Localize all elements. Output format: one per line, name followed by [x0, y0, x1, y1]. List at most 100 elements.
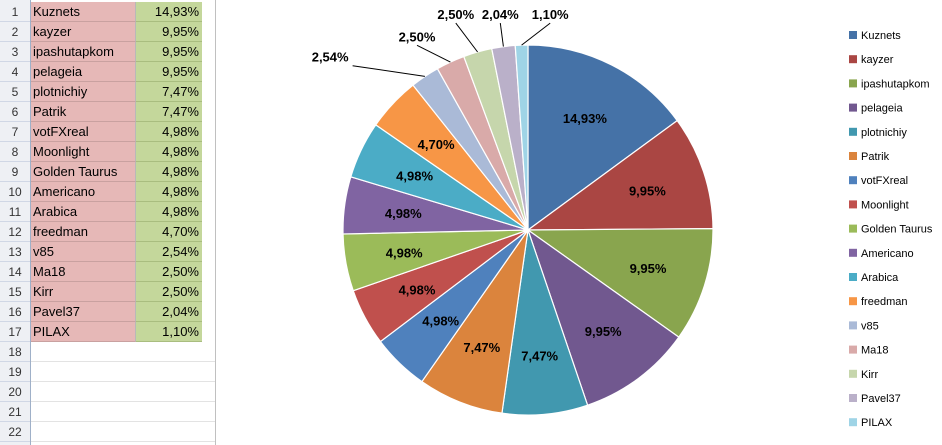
name-cell[interactable]: Ma18: [31, 262, 136, 282]
leader-line: [499, 23, 504, 47]
name-cell[interactable]: Kuznets: [31, 2, 136, 22]
row-number[interactable]: 6: [0, 102, 30, 122]
row-number[interactable]: 4: [0, 62, 30, 82]
pie-chart: 14,93% 9,95% 9,95% 9,95% 7,47% 7,47% 4,98% 4,98…: [312, 7, 933, 429]
percent-cell[interactable]: 7,47%: [136, 82, 202, 102]
percent-cell[interactable]: 4,98%: [136, 182, 202, 202]
legend-swatch: [849, 273, 857, 281]
legend-label: Arabica: [861, 272, 899, 284]
row-number[interactable]: 3: [0, 42, 30, 62]
name-cell[interactable]: plotnichiy: [31, 82, 136, 102]
name-cell[interactable]: Moonlight: [31, 142, 136, 162]
legend-label: pelageia: [861, 103, 903, 115]
percent-cell[interactable]: 4,98%: [136, 142, 202, 162]
pie-slice[interactable]: [526, 228, 680, 406]
pie-slice[interactable]: [527, 44, 679, 232]
name-cell[interactable]: votFXreal: [31, 122, 136, 142]
name-cell[interactable]: ipashutapkom: [31, 42, 136, 62]
name-cell[interactable]: Kirr: [31, 282, 136, 302]
name-cell[interactable]: freedman: [31, 222, 136, 242]
percent-cell[interactable]: 2,04%: [136, 302, 202, 322]
row-number[interactable]: 17: [0, 322, 30, 342]
name-cell[interactable]: Arabica: [31, 202, 136, 222]
leader-line: [455, 22, 478, 53]
percent-cell[interactable]: 14,93%: [136, 2, 202, 22]
legend-swatch: [849, 127, 857, 136]
legend-label: Ma18: [861, 345, 889, 357]
slice-label: 2,50%: [437, 7, 474, 22]
legend-swatch: [849, 224, 857, 233]
percent-cell[interactable]: 2,50%: [136, 262, 202, 282]
legend-label: Americano: [861, 248, 914, 260]
row-number[interactable]: 8: [0, 142, 30, 162]
empty-row[interactable]: [31, 342, 216, 362]
empty-row[interactable]: [31, 422, 216, 442]
name-cell[interactable]: pelageia: [31, 62, 136, 82]
percent-cell[interactable]: 4,98%: [136, 202, 202, 222]
percent-cell[interactable]: 9,95%: [136, 42, 202, 62]
percent-cell[interactable]: 9,95%: [136, 22, 202, 42]
row-header: 1 2 3 4 5 6 7 8 9 10 11 12 13 14 15 16 17 18 19 20 21 22: [0, 0, 31, 445]
legend-swatch: [849, 200, 857, 209]
slice-label: 4,98%: [386, 245, 423, 260]
pie-slice[interactable]: [526, 228, 714, 338]
row-number[interactable]: 13: [0, 242, 30, 262]
leader-line: [416, 44, 451, 63]
percent-cell[interactable]: 9,95%: [136, 62, 202, 82]
pie-slice[interactable]: [526, 119, 714, 231]
empty-row[interactable]: [31, 402, 216, 422]
row-number[interactable]: 10: [0, 182, 30, 202]
percent-cell[interactable]: 4,98%: [136, 162, 202, 182]
slice-label: 2,04%: [482, 7, 519, 22]
empty-row[interactable]: [31, 382, 216, 402]
legend-label: kayzer: [861, 54, 894, 66]
legend-label: Pavel37: [861, 393, 901, 405]
row-number[interactable]: 18: [0, 342, 30, 362]
name-cell[interactable]: Americano: [31, 182, 136, 202]
row-number[interactable]: 22: [0, 422, 30, 442]
legend-label: freedman: [861, 296, 907, 308]
name-cell[interactable]: Pavel37: [31, 302, 136, 322]
row-number[interactable]: 2: [0, 22, 30, 42]
row-number[interactable]: 20: [0, 382, 30, 402]
legend-label: Kuznets: [861, 30, 901, 42]
row-number[interactable]: 12: [0, 222, 30, 242]
legend-label: ipashutapkom: [861, 78, 930, 90]
row-number[interactable]: 7: [0, 122, 30, 142]
row-number[interactable]: 5: [0, 82, 30, 102]
percent-cell[interactable]: 4,98%: [136, 122, 202, 142]
row-number[interactable]: 1: [0, 2, 30, 22]
row-number[interactable]: 11: [0, 202, 30, 222]
legend-label: Kirr: [861, 369, 878, 381]
pie-slice[interactable]: [514, 44, 529, 231]
slice-label: 9,95%: [629, 183, 666, 198]
row-number[interactable]: 14: [0, 262, 30, 282]
legend-label: Patrik: [861, 151, 890, 163]
row-number[interactable]: 19: [0, 362, 30, 382]
row-number[interactable]: 9: [0, 162, 30, 182]
legend-swatch: [849, 103, 857, 112]
name-cell[interactable]: PILAX: [31, 322, 136, 342]
slice-label: 9,95%: [585, 324, 622, 339]
percent-cell[interactable]: 2,54%: [136, 242, 202, 262]
leader-lines: [352, 22, 551, 77]
legend-swatch: [849, 31, 857, 39]
row-number[interactable]: 21: [0, 402, 30, 422]
name-cell[interactable]: kayzer: [31, 22, 136, 42]
row-number[interactable]: 16: [0, 302, 30, 322]
name-cell[interactable]: Golden Taurus: [31, 162, 136, 182]
legend-label: Moonlight: [861, 199, 909, 211]
slice-label: 4,98%: [399, 282, 436, 297]
name-cell[interactable]: Patrik: [31, 102, 136, 122]
pie-slices: [342, 44, 714, 416]
legend-label: votFXreal: [861, 175, 908, 187]
leader-line: [352, 65, 425, 77]
legend-label: PILAX: [861, 417, 893, 429]
row-number[interactable]: 15: [0, 282, 30, 302]
empty-row[interactable]: [31, 362, 216, 382]
percent-cell[interactable]: 4,70%: [136, 222, 202, 242]
percent-cell[interactable]: 2,50%: [136, 282, 202, 302]
percent-cell[interactable]: 7,47%: [136, 102, 202, 122]
percent-cell[interactable]: 1,10%: [136, 322, 202, 342]
name-cell[interactable]: v85: [31, 242, 136, 262]
